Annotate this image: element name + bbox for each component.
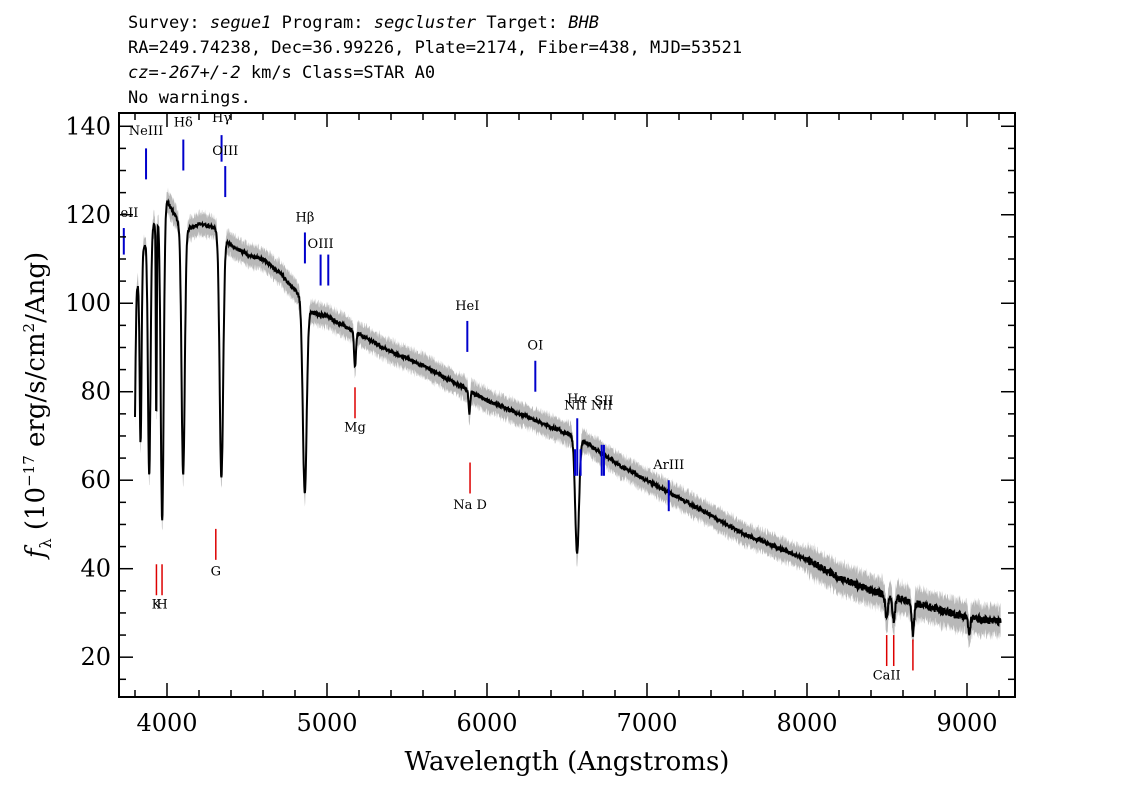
line-label: HeI (455, 299, 479, 314)
line-label: NII (564, 398, 586, 413)
spectrum-line (134, 198, 1002, 637)
x-tick-label: 4000 (136, 709, 197, 737)
header-line-3: cz=-267+/-2 km/s Class=STAR A0 (128, 62, 435, 84)
header-line-4: No warnings. (128, 88, 251, 108)
y-tick-label: 20 (80, 643, 111, 671)
line-label: K (152, 598, 162, 613)
y-tick-label: 120 (65, 201, 111, 229)
x-tick-label: 6000 (456, 709, 517, 737)
program-value: segcluster (373, 13, 477, 33)
line-label: NeIII (129, 124, 163, 139)
line-label: SII (594, 394, 613, 409)
class-text: km/s Class=STAR A0 (240, 63, 436, 83)
noise-band-area (135, 187, 1001, 654)
plot-frame: 4000 5000 6000 7000 8000 9000 20 40 60 80 100 120 14… (65, 112, 1016, 737)
line-label: CaII (873, 668, 901, 683)
y-tick-label: 60 (80, 466, 111, 494)
y-tick-label: 100 (65, 289, 111, 317)
x-tick-label: 7000 (616, 709, 677, 737)
target-label: Target: (486, 13, 558, 33)
line-label: OIII (212, 144, 238, 159)
y-axis-label: fλ (10−17 erg/s/cm2/Ang) (20, 252, 55, 560)
line-label: H (156, 598, 167, 613)
line-label: Hα (567, 392, 587, 407)
line-label: Hδ (174, 115, 193, 130)
y-tick-label: 40 (80, 555, 111, 583)
spectrum-series (134, 198, 1002, 637)
line-label: ArIII (652, 458, 684, 473)
cz-value: -267+/-2 (158, 63, 241, 83)
cz-label: cz= (128, 63, 159, 83)
survey-value: segue1 (209, 13, 272, 33)
line-label: Hγ (212, 111, 231, 126)
plot-border (118, 112, 1016, 698)
target-value: BHB (568, 13, 599, 33)
line-label: OIII (308, 237, 334, 252)
noise-band (135, 187, 1001, 654)
line-label: OI (527, 339, 543, 354)
y-tick-label: 80 (80, 378, 111, 406)
header-line-2: RA=249.74238, Dec=36.99226, Plate=2174, … (128, 38, 743, 58)
x-tick-label: 9000 (936, 709, 997, 737)
line-label: HeII (109, 206, 138, 221)
x-tick-label: 5000 (296, 709, 357, 737)
x-tick-label: 8000 (776, 709, 837, 737)
survey-label: Survey: (128, 13, 200, 33)
y-tick-label: 140 (65, 112, 111, 140)
line-label: Mg (344, 421, 366, 436)
line-label: Na D (453, 498, 487, 513)
line-label: G (211, 564, 221, 579)
header-line-1: Survey: segue1 Program: segcluster Targe… (128, 12, 599, 34)
line-label: NII (591, 398, 613, 413)
x-axis-label: Wavelength (Angstroms) (405, 747, 730, 777)
program-label: Program: (281, 13, 364, 33)
line-label: Hβ (295, 210, 314, 225)
